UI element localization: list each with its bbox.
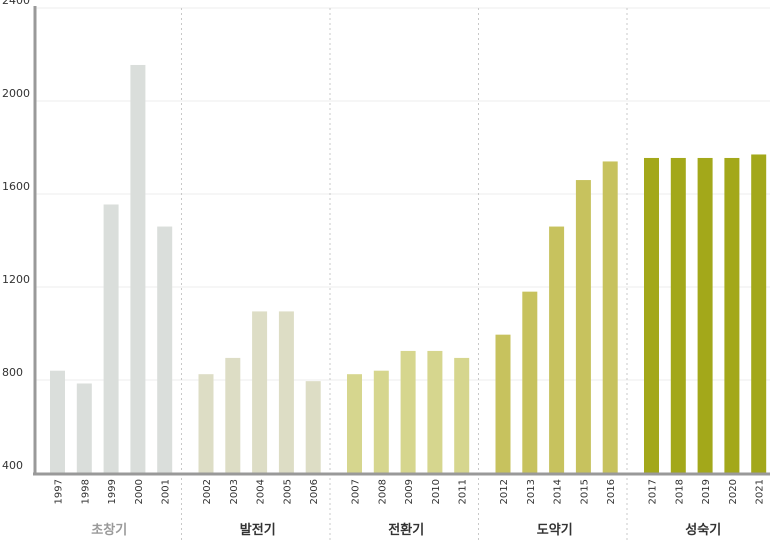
x-tick-label: 2017 <box>648 479 659 504</box>
x-tick-label: 2008 <box>377 479 388 504</box>
phase-label: 전환기 <box>388 522 424 538</box>
x-tick-label: 2020 <box>728 479 739 504</box>
x-tick-label: 2009 <box>404 479 415 504</box>
x-tick-label: 2016 <box>606 479 617 504</box>
bar <box>751 154 767 473</box>
bar <box>157 226 173 473</box>
x-tick-label: 1997 <box>54 479 65 504</box>
x-tick-label: 2021 <box>755 479 766 504</box>
bar <box>252 311 268 473</box>
bar <box>76 383 92 473</box>
x-tick-label: 2007 <box>351 479 362 504</box>
x-tick-label: 2013 <box>526 479 537 504</box>
x-tick-label: 2002 <box>202 479 213 504</box>
bar <box>670 157 686 473</box>
bar <box>305 381 321 473</box>
phase-label: 도약기 <box>537 522 573 538</box>
bar <box>495 334 511 473</box>
y-tick-label: 2000 <box>2 87 30 100</box>
bar <box>454 357 470 473</box>
x-tick-label: 2004 <box>256 479 267 504</box>
y-tick-label: 2400 <box>2 0 30 7</box>
bar <box>198 374 214 473</box>
bar <box>602 161 618 473</box>
bar <box>225 357 241 473</box>
bar <box>278 311 294 473</box>
bar <box>130 64 146 474</box>
x-tick-label: 2011 <box>458 479 469 504</box>
y-tick-label: 1600 <box>2 180 30 193</box>
bar <box>50 370 65 473</box>
x-tick-label: 2006 <box>309 479 320 504</box>
bar <box>400 350 416 473</box>
x-tick-label: 2019 <box>701 479 712 504</box>
x-tick-label: 2001 <box>161 479 172 504</box>
bar <box>575 180 591 474</box>
phase-label: 초창기 <box>91 522 127 538</box>
bar <box>724 157 740 473</box>
x-tick-label: 2000 <box>134 479 145 504</box>
bar <box>697 157 713 473</box>
x-tick-label: 2005 <box>282 479 293 504</box>
x-tick-label: 1998 <box>80 479 91 504</box>
x-tick-label: 2015 <box>579 479 590 504</box>
x-tick-label: 2010 <box>431 479 442 504</box>
bar <box>644 157 659 473</box>
x-tick-label: 1999 <box>107 479 118 504</box>
bar <box>549 226 565 473</box>
bar <box>347 374 362 473</box>
phase-label: 발전기 <box>240 522 276 538</box>
y-tick-label: 1200 <box>2 273 30 286</box>
x-tick-label: 2014 <box>553 479 564 504</box>
y-tick-label: 400 <box>2 459 23 472</box>
bar <box>103 204 119 473</box>
x-tick-label: 2012 <box>499 479 510 504</box>
x-tick-label: 2003 <box>229 479 240 504</box>
bar <box>522 291 538 473</box>
phase-label: 성숙기 <box>685 523 721 538</box>
bar <box>427 350 443 473</box>
y-tick-label: 800 <box>2 366 23 379</box>
bar <box>373 370 389 473</box>
x-tick-label: 2018 <box>674 479 685 504</box>
